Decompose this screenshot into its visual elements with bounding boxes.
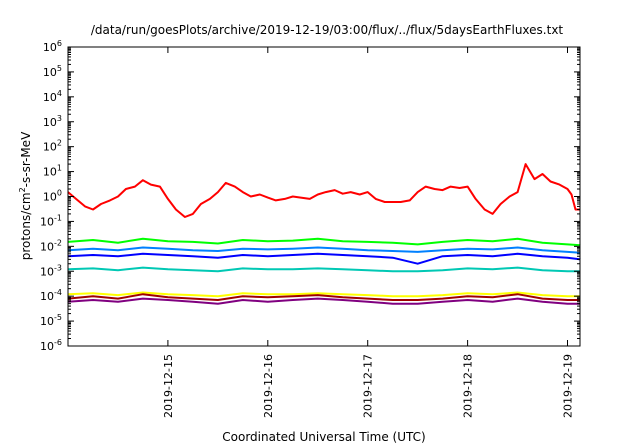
y-tick-label: 10-5 <box>40 313 62 328</box>
x-tick-label: 2019-12-17 <box>362 354 375 418</box>
y-tick-label-exponent: -4 <box>54 288 62 297</box>
series-line-8 <box>67 297 581 305</box>
y-tick-label-exponent: 0 <box>57 189 62 198</box>
y-tick-label: 105 <box>43 64 62 79</box>
y-tick-label-base: 10 <box>40 265 54 278</box>
y-tick-label: 102 <box>43 139 62 154</box>
y-tick-label: 10-1 <box>40 213 62 228</box>
y-tick-label: 106 <box>43 39 62 54</box>
y-tick-label-base: 10 <box>43 41 57 54</box>
y-tick-label-base: 10 <box>43 116 57 129</box>
y-tick-label-base: 10 <box>40 340 54 353</box>
series-line-5 <box>67 266 581 273</box>
series-line-6 <box>67 291 581 298</box>
x-tick-label: 2019-12-16 <box>262 354 275 418</box>
y-tick-label-base: 10 <box>43 91 57 104</box>
y-tick-label: 104 <box>43 89 62 104</box>
y-tick-label-base: 10 <box>43 166 57 179</box>
y-tick-label: 10-2 <box>40 238 62 253</box>
series-line-2 <box>67 237 581 247</box>
y-tick-label: 103 <box>43 114 62 129</box>
series-line-1 <box>67 163 581 218</box>
y-tick-label-exponent: 3 <box>57 114 62 123</box>
y-tick-label-exponent: -3 <box>54 263 62 272</box>
chart-title: /data/run/goesPlots/archive/2019-12-19/0… <box>91 23 564 37</box>
y-tick-label-base: 10 <box>40 290 54 303</box>
y-tick-label-exponent: 5 <box>57 64 62 73</box>
series-line-4 <box>67 252 581 265</box>
series-group <box>67 163 581 305</box>
y-axis-label: protons/cm2-s-sr-MeV <box>18 131 33 260</box>
y-tick-label-base: 10 <box>40 315 54 328</box>
y-tick-label-exponent: 4 <box>57 89 62 98</box>
y-tick-label-exponent: 6 <box>57 39 62 48</box>
y-axis-label-sup: 2 <box>18 187 27 192</box>
y-axis-label-suffix: -s-sr-MeV <box>19 131 33 187</box>
x-tick-label: 2019-12-18 <box>462 354 475 418</box>
series-line-7 <box>67 293 581 301</box>
y-tick-label-exponent: 1 <box>57 164 62 173</box>
x-axis-label: Coordinated Universal Time (UTC) <box>222 430 425 444</box>
x-tick-label: 2019-12-15 <box>162 354 175 418</box>
y-tick-label: 100 <box>43 189 62 204</box>
y-tick-label: 10-6 <box>40 338 62 353</box>
y-axis-label-prefix: protons/cm <box>19 192 33 260</box>
y-tick-label-exponent: -5 <box>54 313 62 322</box>
y-tick-label-base: 10 <box>43 66 57 79</box>
y-tick-label-base: 10 <box>43 191 57 204</box>
y-tick-label-base: 10 <box>40 240 54 253</box>
series-line-3 <box>67 246 581 254</box>
y-tick-label-base: 10 <box>40 215 54 228</box>
y-tick-label-exponent: -6 <box>54 338 62 347</box>
y-tick-label-exponent: -1 <box>54 213 62 222</box>
x-tick-label: 2019-12-19 <box>562 354 575 418</box>
y-tick-label: 101 <box>43 164 62 179</box>
y-tick-label: 10-3 <box>40 263 62 278</box>
y-tick-label-base: 10 <box>43 141 57 154</box>
y-axis: 10-610-510-410-310-210-11001011021031041… <box>40 39 580 353</box>
x-axis: 2019-12-15 2019-12-16 2019-12-17 2019-12-18… <box>162 47 575 418</box>
y-tick-label-exponent: 2 <box>57 139 62 148</box>
y-tick-label: 10-4 <box>40 288 62 303</box>
y-tick-label-exponent: -2 <box>54 238 62 247</box>
